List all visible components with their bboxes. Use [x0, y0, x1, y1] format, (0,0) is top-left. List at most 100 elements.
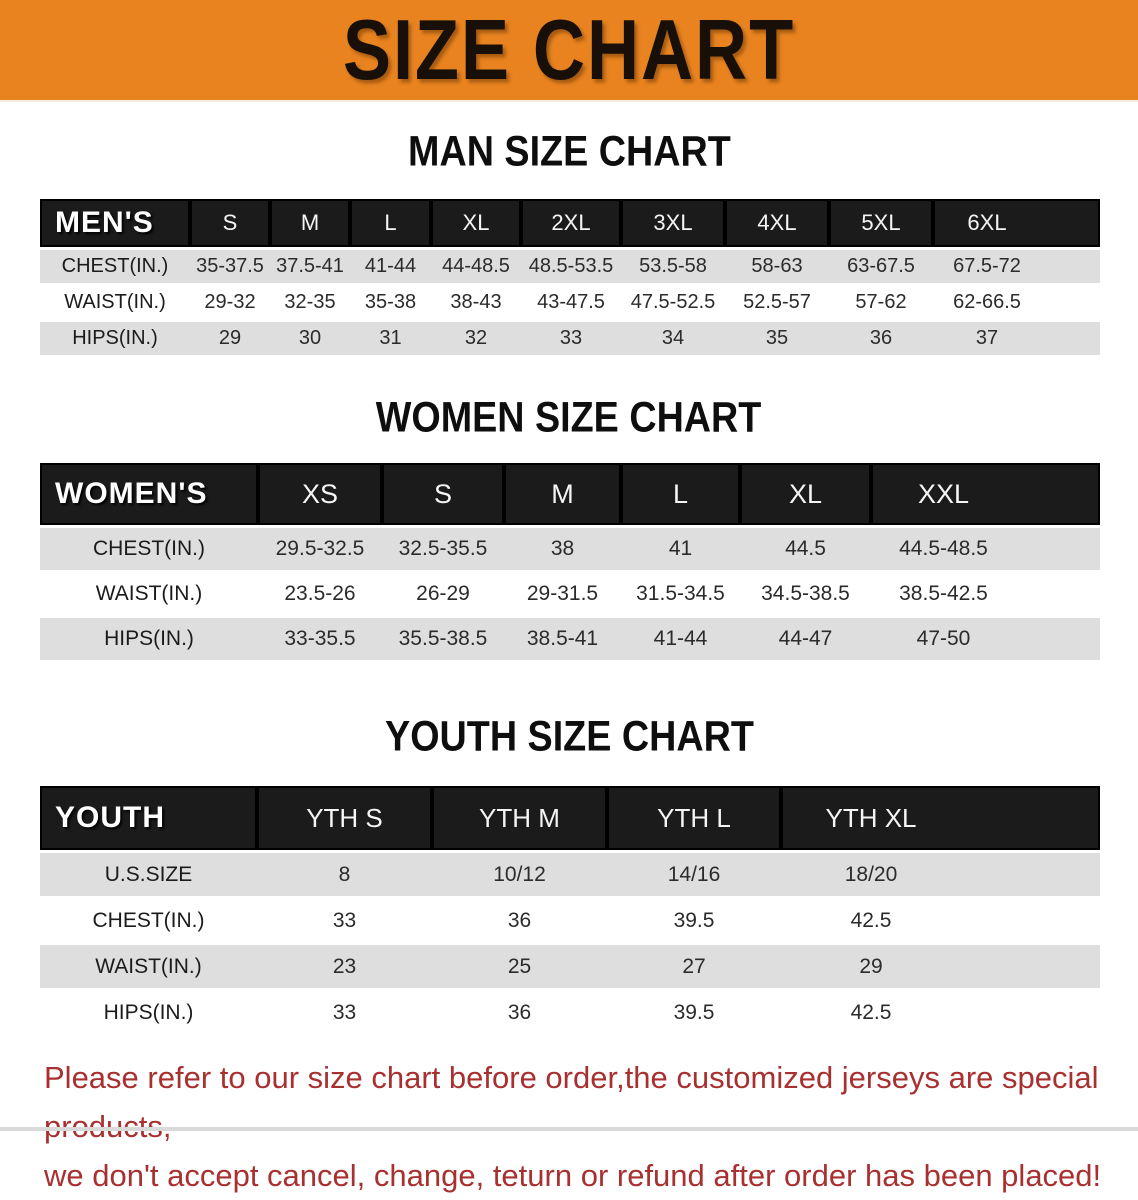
- size-value-cell: 34.5-38.5: [740, 571, 871, 618]
- size-column-header: M: [270, 199, 350, 250]
- table-row: WAIST(IN.) 29-32 32-35 35-38 38-43 43-47…: [40, 284, 1100, 322]
- size-value-cell: 23.5-26: [258, 571, 382, 618]
- size-value-cell: 47-50: [871, 616, 1100, 663]
- size-value-cell: 10/12: [432, 851, 607, 899]
- row-label: U.S.SIZE: [40, 851, 257, 899]
- size-value-cell: 48.5-53.5: [521, 248, 621, 286]
- size-value-cell: 25: [432, 943, 607, 991]
- size-value-cell: 53.5-58: [621, 248, 725, 286]
- table-row: CHEST(IN.) 35-37.5 37.5-41 41-44 44-48.5…: [40, 248, 1100, 286]
- size-value-cell: 38: [504, 526, 621, 573]
- size-value-cell: 42.5: [781, 989, 1100, 1037]
- womens-header-row: WOMEN'S XS S M L XL XXL: [40, 463, 1100, 528]
- size-value-cell: 37.5-41: [270, 248, 350, 286]
- size-column-header: 6XL: [933, 199, 1100, 250]
- size-column-header: XXL: [871, 463, 1100, 528]
- size-value-cell: 38.5-41: [504, 616, 621, 663]
- size-value-cell: 35-38: [350, 284, 431, 322]
- size-column-header: YTH L: [607, 786, 781, 853]
- size-value-cell: 30: [270, 320, 350, 358]
- size-value-cell: 44.5-48.5: [871, 526, 1100, 573]
- youth-size-table: YOUTH YTH S YTH M YTH L YTH XL U.S.SIZE …: [40, 786, 1100, 1037]
- row-label: CHEST(IN.): [40, 526, 258, 573]
- size-chart-banner: SIZE CHART: [0, 0, 1138, 102]
- table-row: HIPS(IN.) 33 36 39.5 42.5: [40, 989, 1100, 1037]
- size-value-cell: 63-67.5: [829, 248, 933, 286]
- row-label: WAIST(IN.): [40, 284, 190, 322]
- youth-header-row: YOUTH YTH S YTH M YTH L YTH XL: [40, 786, 1100, 853]
- size-value-cell: 62-66.5: [933, 284, 1100, 322]
- size-value-cell: 44.5: [740, 526, 871, 573]
- row-label: HIPS(IN.): [40, 989, 257, 1037]
- women-size-chart-heading-text: WOMEN SIZE CHART: [376, 392, 762, 442]
- mens-table-title: MEN'S: [40, 199, 190, 250]
- youth-size-chart-section: YOUTH SIZE CHART YOUTH YTH S YTH M YTH L…: [0, 711, 1138, 1037]
- size-value-cell: 27: [607, 943, 781, 991]
- size-value-cell: 43-47.5: [521, 284, 621, 322]
- size-value-cell: 36: [432, 989, 607, 1037]
- size-column-header: XS: [258, 463, 382, 528]
- size-value-cell: 47.5-52.5: [621, 284, 725, 322]
- size-value-cell: 33: [257, 897, 432, 945]
- mens-size-table: MEN'S S M L XL 2XL 3XL 4XL 5XL 6XL CHEST…: [40, 199, 1100, 358]
- size-column-header: 4XL: [725, 199, 829, 250]
- size-column-header: XL: [740, 463, 871, 528]
- size-value-cell: 29: [190, 320, 270, 358]
- womens-table-title: WOMEN'S: [40, 463, 258, 528]
- size-value-cell: 38.5-42.5: [871, 571, 1100, 618]
- row-label: CHEST(IN.): [40, 248, 190, 286]
- row-label: WAIST(IN.): [40, 943, 257, 991]
- mens-header-row: MEN'S S M L XL 2XL 3XL 4XL 5XL 6XL: [40, 199, 1100, 250]
- size-value-cell: 29-31.5: [504, 571, 621, 618]
- size-value-cell: 29.5-32.5: [258, 526, 382, 573]
- table-row: HIPS(IN.) 33-35.5 35.5-38.5 38.5-41 41-4…: [40, 616, 1100, 663]
- size-value-cell: 67.5-72: [933, 248, 1100, 286]
- size-value-cell: 33-35.5: [258, 616, 382, 663]
- row-label: HIPS(IN.): [40, 320, 190, 358]
- size-value-cell: 14/16: [607, 851, 781, 899]
- youth-size-chart-heading: YOUTH SIZE CHART: [0, 711, 1138, 761]
- size-value-cell: 26-29: [382, 571, 504, 618]
- size-value-cell: 31: [350, 320, 431, 358]
- youth-size-chart-heading-text: YOUTH SIZE CHART: [384, 711, 754, 761]
- size-column-header: L: [621, 463, 740, 528]
- size-value-cell: 29-32: [190, 284, 270, 322]
- size-value-cell: 42.5: [781, 897, 1100, 945]
- size-column-header: 2XL: [521, 199, 621, 250]
- size-column-header: L: [350, 199, 431, 250]
- size-value-cell: 44-48.5: [431, 248, 521, 286]
- man-size-chart-heading: MAN SIZE CHART: [0, 127, 1138, 175]
- disclaimer-line-2: we don't accept cancel, change, teturn o…: [44, 1158, 1102, 1193]
- size-value-cell: 33: [257, 989, 432, 1037]
- women-size-chart-section: WOMEN SIZE CHART WOMEN'S XS S M L XL XXL…: [0, 392, 1138, 663]
- size-value-cell: 41: [621, 526, 740, 573]
- size-value-cell: 35.5-38.5: [382, 616, 504, 663]
- size-value-cell: 34: [621, 320, 725, 358]
- row-label: HIPS(IN.): [40, 616, 258, 663]
- size-column-header: XL: [431, 199, 521, 250]
- size-value-cell: 36: [829, 320, 933, 358]
- banner-title: SIZE CHART: [342, 2, 796, 98]
- size-column-header: S: [382, 463, 504, 528]
- size-value-cell: 33: [521, 320, 621, 358]
- size-value-cell: 29: [781, 943, 1100, 991]
- table-row: CHEST(IN.) 33 36 39.5 42.5: [40, 897, 1100, 945]
- row-label: WAIST(IN.): [40, 571, 258, 618]
- size-column-header: 5XL: [829, 199, 933, 250]
- disclaimer-line-1: Please refer to our size chart before or…: [44, 1060, 1099, 1144]
- size-value-cell: 41-44: [621, 616, 740, 663]
- table-row: U.S.SIZE 8 10/12 14/16 18/20: [40, 851, 1100, 899]
- size-column-header: YTH M: [432, 786, 607, 853]
- size-value-cell: 37: [933, 320, 1100, 358]
- size-value-cell: 44-47: [740, 616, 871, 663]
- size-value-cell: 32-35: [270, 284, 350, 322]
- size-value-cell: 41-44: [350, 248, 431, 286]
- size-value-cell: 39.5: [607, 989, 781, 1037]
- size-value-cell: 8: [257, 851, 432, 899]
- size-value-cell: 18/20: [781, 851, 1100, 899]
- row-label: CHEST(IN.): [40, 897, 257, 945]
- man-size-chart-section: MAN SIZE CHART MEN'S S M L XL 2XL 3XL 4X…: [0, 127, 1138, 358]
- youth-table-title: YOUTH: [40, 786, 257, 853]
- size-value-cell: 32.5-35.5: [382, 526, 504, 573]
- women-size-chart-heading: WOMEN SIZE CHART: [0, 392, 1138, 442]
